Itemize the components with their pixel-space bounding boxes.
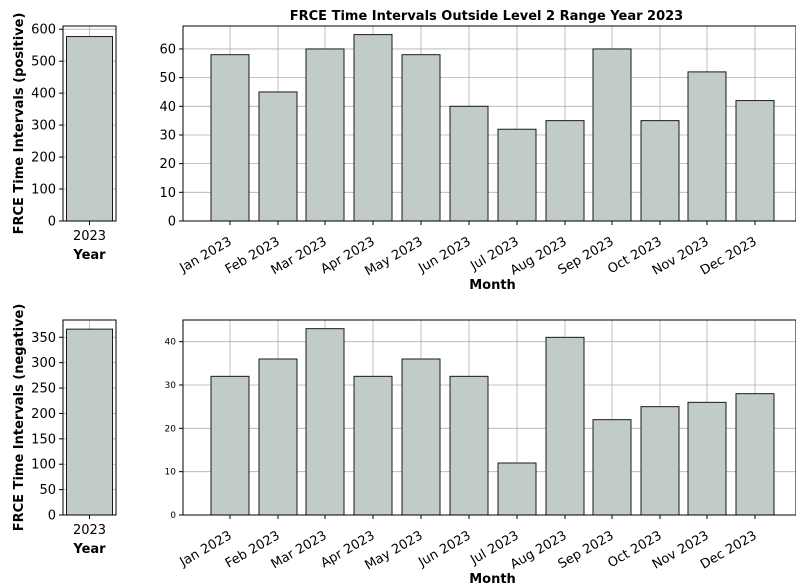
bar-sep-2023 bbox=[592, 419, 632, 516]
bar-dec-2023 bbox=[735, 393, 775, 516]
bar-jul-2023 bbox=[497, 128, 537, 222]
bar-aug-2023 bbox=[545, 336, 585, 516]
y-tick-label: 20 bbox=[159, 157, 176, 172]
y-tick-label: 300 bbox=[31, 356, 56, 371]
bar-dec-2023 bbox=[735, 100, 775, 222]
bar-apr-2023 bbox=[353, 375, 393, 516]
bar-jun-2023 bbox=[449, 105, 489, 222]
bar-jan-2023 bbox=[210, 54, 250, 222]
bar-sep-2023 bbox=[592, 48, 632, 222]
bar-nov-2023 bbox=[687, 71, 727, 222]
y-tick-label: 100 bbox=[31, 183, 56, 198]
bar-apr-2023 bbox=[353, 34, 393, 222]
y-tick-label: 350 bbox=[31, 331, 56, 346]
y-tick-label: 40 bbox=[165, 338, 177, 348]
x-axis-label: Year bbox=[72, 542, 106, 557]
bar-oct-2023 bbox=[640, 120, 680, 222]
bar-feb-2023 bbox=[258, 358, 298, 516]
x-tick-label: Jun 2023 bbox=[415, 528, 473, 570]
y-tick-label: 400 bbox=[31, 87, 56, 102]
chart-panel-bottom-left: 0 50 100 150 200 250 300 350 2023 Year FRCE Time I… bbox=[12, 304, 117, 557]
y-tick-label: 10 bbox=[159, 186, 176, 201]
bar-jan-2023 bbox=[210, 375, 250, 516]
bar-oct-2023 bbox=[640, 406, 680, 516]
x-axis-label: Year bbox=[72, 248, 106, 263]
bar-jun-2023 bbox=[449, 375, 489, 516]
y-tick-label: 10 bbox=[165, 468, 177, 478]
x-axis-label: Month bbox=[469, 278, 516, 293]
bar-aug-2023 bbox=[545, 120, 585, 222]
chart-title: FRCE Time Intervals Outside Level 2 Rang… bbox=[290, 9, 683, 24]
chart-panel-top-left: 0 100 200 300 400 500 600 2023 Year FRCE Time Int… bbox=[12, 13, 117, 263]
bar-mar-2023 bbox=[305, 328, 345, 516]
y-tick-label: 20 bbox=[165, 424, 177, 434]
plot-frame bbox=[182, 319, 796, 516]
bar-jul-2023 bbox=[497, 462, 537, 516]
x-axis-label: Month bbox=[469, 572, 516, 587]
y-axis-label: FRCE Time Intervals (positive) bbox=[12, 13, 27, 235]
bar-nov-2023 bbox=[687, 401, 727, 516]
y-tick-label: 300 bbox=[31, 119, 56, 134]
y-axis-label: FRCE Time Intervals (negative) bbox=[12, 304, 27, 532]
x-tick-label: 2023 bbox=[73, 523, 106, 538]
bar-may-2023 bbox=[401, 358, 441, 516]
y-tick-label: 500 bbox=[31, 55, 56, 70]
y-tick-label: 150 bbox=[31, 432, 56, 447]
plot-frame bbox=[182, 25, 796, 222]
y-tick-label: 200 bbox=[31, 151, 56, 166]
y-tick-label: 50 bbox=[39, 483, 56, 498]
bar-may-2023 bbox=[401, 54, 441, 222]
y-tick-label: 30 bbox=[159, 128, 176, 143]
bar-mar-2023 bbox=[305, 48, 345, 222]
y-tick-label: 100 bbox=[31, 458, 56, 473]
x-tick-label: 2023 bbox=[73, 229, 106, 244]
y-tick-label: 600 bbox=[31, 23, 56, 38]
bar-2023 bbox=[66, 36, 113, 222]
y-tick-label: 0 bbox=[170, 511, 176, 521]
y-tick-label: 50 bbox=[159, 71, 176, 86]
y-tick-label: 0 bbox=[48, 215, 56, 230]
bar-feb-2023 bbox=[258, 91, 298, 222]
y-tick-label: 30 bbox=[165, 381, 177, 391]
y-tick-label: 0 bbox=[48, 509, 56, 524]
bar-2023 bbox=[66, 328, 113, 516]
x-tick-label: Jun 2023 bbox=[415, 234, 473, 276]
y-tick-label: 40 bbox=[159, 100, 176, 115]
y-tick-label: 0 bbox=[168, 215, 176, 230]
y-tick-label: 250 bbox=[31, 382, 56, 397]
y-tick-label: 200 bbox=[31, 407, 56, 422]
y-tick-label: 60 bbox=[159, 42, 176, 57]
